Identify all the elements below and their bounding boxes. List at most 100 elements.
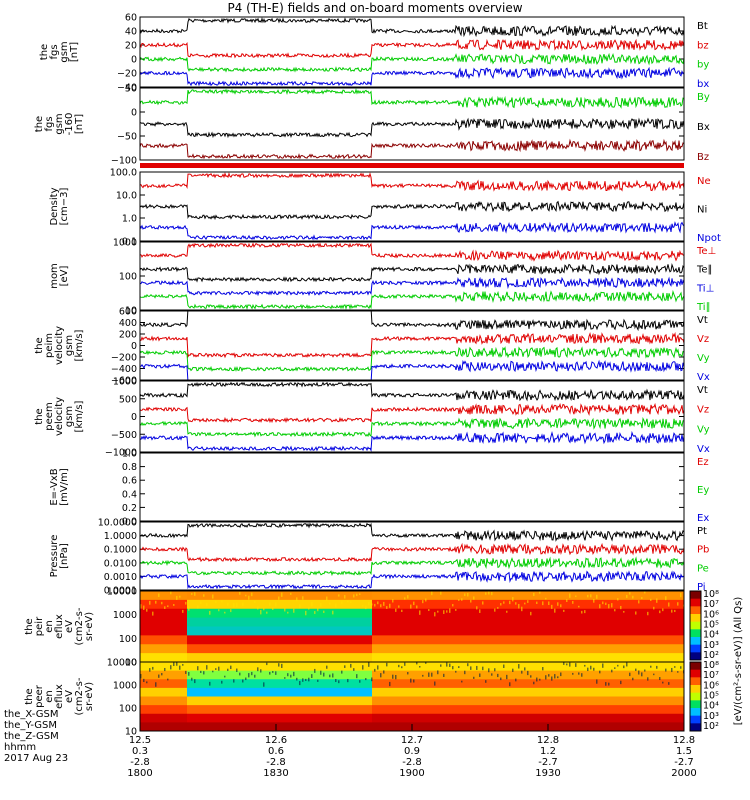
- spectrogram-speck: [197, 666, 199, 671]
- spectrogram-speck: [353, 594, 355, 598]
- spectrogram-speck: [170, 665, 172, 670]
- spectrogram-speck: [167, 678, 169, 681]
- y-axis-label: [nT]: [69, 42, 80, 62]
- spectrogram-speck: [554, 608, 556, 613]
- spectrogram-speck: [413, 601, 415, 606]
- spectrogram-speck: [641, 672, 643, 677]
- spectrogram-speck: [278, 663, 280, 667]
- spectrogram-speck: [212, 670, 214, 673]
- spectrogram-speck: [572, 601, 574, 604]
- spectrogram-band: [372, 617, 684, 627]
- spectrogram-speck: [650, 598, 652, 602]
- spectrogram-speck: [224, 611, 226, 614]
- spectrogram-speck: [608, 604, 610, 609]
- x-row-label-z: the_Z-GSM: [4, 731, 59, 742]
- y-tick-label: 500: [119, 394, 137, 405]
- spectrogram-speck: [665, 668, 667, 672]
- spectrogram-speck: [410, 678, 412, 683]
- x-tick-label: 12.5: [129, 735, 151, 746]
- spectrogram-band: [187, 713, 373, 723]
- spectrogram-speck: [182, 664, 184, 666]
- spectrogram-speck: [587, 594, 589, 598]
- spectrogram-speck: [269, 671, 271, 675]
- y-axis-label: gsm: [64, 406, 75, 427]
- spectrogram-band: [372, 705, 684, 715]
- colorbar-band: [690, 637, 701, 646]
- spectrogram-speck: [503, 664, 505, 668]
- spectrogram-speck: [233, 679, 235, 683]
- spectrogram-speck: [143, 678, 145, 683]
- spectrogram-speck: [302, 678, 304, 682]
- spectrogram-speck: [647, 611, 649, 616]
- legend-entry-Ti⊥: Ti⊥: [696, 283, 714, 294]
- spectrogram-speck: [527, 600, 529, 603]
- spectrogram-speck: [539, 678, 541, 681]
- x-tick-label: 1.2: [540, 746, 556, 757]
- series-lines: [140, 88, 684, 160]
- spectrogram-speck: [215, 668, 217, 670]
- x-tick-label: 1.5: [676, 746, 692, 757]
- spectrogram-speck: [278, 596, 280, 600]
- panel-3: [139, 171, 685, 242]
- spectrogram-speck: [164, 667, 166, 672]
- legend-entry-Bx: Bx: [697, 122, 710, 133]
- x-tick-label: 0.6: [268, 746, 284, 757]
- spectrogram-speck: [320, 602, 322, 607]
- legend-entry-Ni: Ni: [697, 205, 707, 216]
- spectrogram-speck: [440, 664, 442, 667]
- spectrogram-speck: [200, 601, 202, 605]
- spectrogram-speck: [191, 677, 193, 681]
- spectrogram-speck: [620, 680, 622, 685]
- spectrogram-speck: [512, 597, 514, 602]
- spectrogram-band: [140, 653, 188, 662]
- spectrogram-speck: [335, 678, 337, 682]
- series-lines: [140, 381, 684, 452]
- spectrogram-speck: [668, 602, 670, 607]
- y-tick-label: 200: [119, 330, 137, 341]
- spectrogram-speck: [155, 600, 157, 604]
- spectrogram-speck: [557, 676, 559, 679]
- panel-frame: [139, 452, 685, 522]
- x-tick-label: -2.7: [674, 757, 694, 768]
- spectrogram-speck: [215, 600, 217, 604]
- y-axis-label: [mV/m]: [59, 468, 70, 506]
- colorbar-band: [690, 598, 701, 607]
- spectrogram-speck: [503, 601, 505, 604]
- spectrogram-speck: [365, 605, 367, 610]
- y-tick-label: 10: [125, 658, 137, 669]
- y-tick-label: 0.1000: [104, 545, 137, 556]
- spectrogram-speck: [524, 667, 526, 671]
- legend-entry-Ex: Ex: [697, 513, 709, 524]
- legend-entry-Vy: Vy: [697, 424, 710, 435]
- spectrogram-speck: [527, 670, 529, 676]
- panel-frame: [139, 310, 685, 381]
- spectrogram-speck: [401, 609, 403, 612]
- spectrogram-speck: [401, 666, 403, 669]
- series-line-Pb: [140, 542, 684, 563]
- spectrogram-band: [140, 705, 188, 715]
- colorbar-frame: [689, 590, 702, 661]
- spectrogram-speck: [260, 609, 262, 615]
- spectrogram-speck: [284, 677, 286, 679]
- y-axis-label: (cm2-s-: [74, 607, 85, 645]
- colorbar-tick-label: 10⁵: [703, 620, 719, 631]
- spectrogram-speck: [470, 666, 472, 670]
- spectrogram-speck: [383, 601, 385, 606]
- spectrogram-speck: [335, 603, 337, 608]
- spectrogram: [140, 662, 684, 731]
- spectrogram-speck: [635, 611, 637, 615]
- spectrogram-speck: [296, 597, 298, 602]
- spectrogram-speck: [434, 612, 436, 617]
- spectrogram-speck: [290, 592, 292, 595]
- spectrogram-speck: [590, 594, 592, 598]
- spectrogram-speck: [338, 594, 340, 597]
- spectrogram-speck: [413, 679, 415, 683]
- y-tick-label: −100: [111, 156, 137, 167]
- y-axis-label: [km/s]: [74, 400, 85, 432]
- spectrogram-speck: [302, 596, 304, 600]
- spectrogram-speck: [227, 602, 229, 606]
- panel-6: [139, 380, 685, 453]
- spectrogram-speck: [329, 674, 331, 678]
- legend-entry-by: by: [697, 60, 709, 71]
- spectrogram-speck: [593, 667, 595, 671]
